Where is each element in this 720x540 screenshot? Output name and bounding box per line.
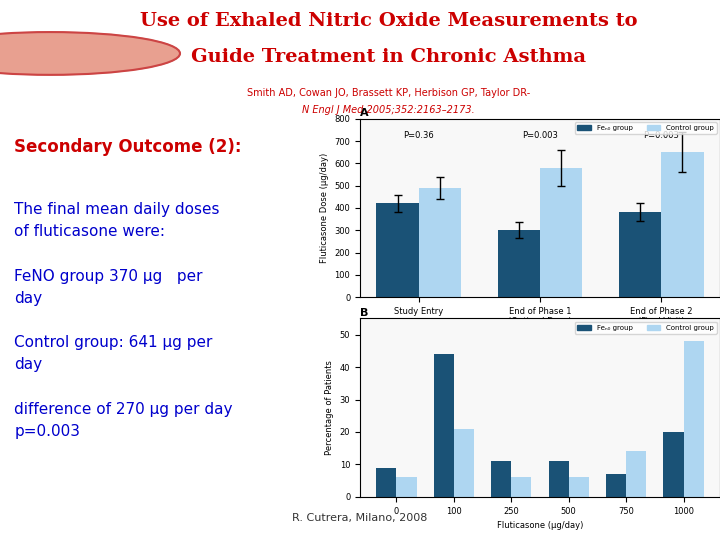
Bar — [661, 152, 703, 297]
Bar — [663, 432, 683, 497]
Legend: Feₙ₀ group, Control group: Feₙ₀ group, Control group — [575, 122, 716, 134]
Text: N Engl J Med 2005;352:2163–2173.: N Engl J Med 2005;352:2163–2173. — [302, 105, 475, 116]
Y-axis label: Percentage of Patients: Percentage of Patients — [325, 360, 334, 455]
Bar — [606, 474, 626, 497]
Bar — [491, 461, 511, 497]
Bar — [433, 354, 454, 497]
Bar — [454, 429, 474, 497]
Bar — [569, 477, 589, 497]
Bar — [397, 477, 417, 497]
Text: P=0.36: P=0.36 — [403, 131, 434, 140]
Y-axis label: Fluticasone Dose (μg/day): Fluticasone Dose (μg/day) — [320, 153, 329, 263]
Text: P=0.003: P=0.003 — [522, 131, 558, 140]
Bar — [683, 341, 703, 497]
Circle shape — [0, 32, 180, 75]
Text: Use of Exhaled Nitric Oxide Measurements to: Use of Exhaled Nitric Oxide Measurements… — [140, 12, 637, 30]
Bar — [549, 461, 569, 497]
Bar — [377, 468, 397, 497]
Text: Smith AD, Cowan JO, Brassett KP, Herbison GP, Taylor DR-: Smith AD, Cowan JO, Brassett KP, Herbiso… — [247, 87, 531, 98]
Bar — [377, 204, 419, 297]
X-axis label: Fluticasone (μg/day): Fluticasone (μg/day) — [497, 521, 583, 530]
Bar — [511, 477, 531, 497]
Text: R. Cutrera, Milano, 2008: R. Cutrera, Milano, 2008 — [292, 514, 428, 523]
Text: Guide Treatment in Chronic Asthma: Guide Treatment in Chronic Asthma — [192, 48, 586, 66]
Text: Secondary Outcome (2):: Secondary Outcome (2): — [14, 138, 242, 156]
Text: The final mean daily doses
of fluticasone were:

FeNO group 370 μg   per
day

Co: The final mean daily doses of fluticason… — [14, 202, 233, 439]
Legend: Feₙ₀ group, Control group: Feₙ₀ group, Control group — [575, 322, 716, 334]
Bar — [540, 168, 582, 297]
Bar — [618, 212, 661, 297]
Bar — [498, 230, 540, 297]
Text: B: B — [360, 308, 369, 318]
Text: A: A — [360, 108, 369, 118]
Text: P=0.003: P=0.003 — [643, 131, 679, 140]
Bar — [419, 188, 462, 297]
Bar — [626, 451, 647, 497]
